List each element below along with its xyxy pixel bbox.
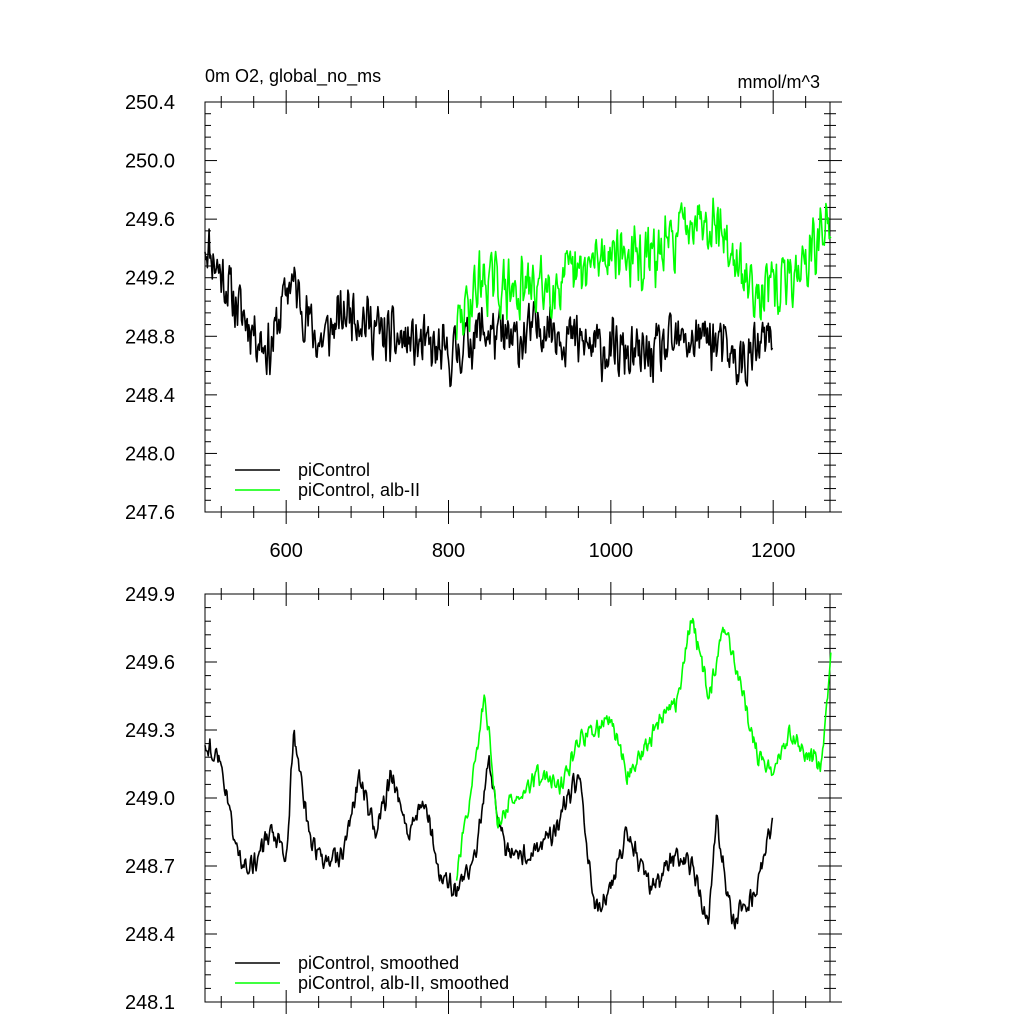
- legend-label: piControl, alb-II: [298, 480, 420, 500]
- legend-label: piControl, alb-II, smoothed: [298, 973, 509, 993]
- y-tick-label: 247.6: [125, 502, 175, 524]
- y-tick-label: 248.4: [125, 385, 175, 407]
- series-line: [204, 729, 774, 930]
- x-axis: [220, 582, 807, 1014]
- series-group: [204, 197, 832, 388]
- series-line: [455, 617, 832, 881]
- y-tick-label: 249.0: [125, 788, 175, 810]
- legend-label: piControl: [298, 460, 370, 480]
- y-tick-label: 248.0: [125, 443, 175, 465]
- y-tick-label: 250.0: [125, 151, 175, 173]
- y-tick-label: 249.6: [125, 652, 175, 674]
- y-axis: 247.6 248.0 248.4 248.8 249.2 249.6 250.0 250.4: [125, 92, 842, 524]
- plot-frame: [204, 101, 831, 513]
- x-axis: 600 800 1000 1200: [220, 90, 807, 562]
- x-tick-label: 1200: [751, 540, 796, 562]
- y-tick-label: 250.4: [125, 92, 175, 114]
- y-tick-label: 248.7: [125, 856, 175, 878]
- y-tick-label: 249.3: [125, 720, 175, 742]
- x-tick-label: 600: [269, 540, 302, 562]
- series-line: [455, 197, 832, 341]
- chart-bottom: 248.1 248.4 248.7 249.0 249.3 249.6 249.9 piCo…: [125, 582, 842, 1014]
- y-tick-label: 248.1: [125, 992, 175, 1014]
- y-tick-label: 249.6: [125, 209, 175, 231]
- y-tick-label: 249.2: [125, 268, 175, 290]
- series-group: [204, 617, 832, 930]
- series-line: [204, 228, 774, 388]
- chart-top: 0m O2, global_no_ms mmol/m^3 600 800 1000 1…: [125, 66, 842, 562]
- chart-title: 0m O2, global_no_ms: [205, 66, 381, 87]
- x-tick-label: 1000: [589, 540, 634, 562]
- x-tick-label: 800: [432, 540, 465, 562]
- chart-units: mmol/m^3: [738, 72, 820, 92]
- legend-label: piControl, smoothed: [298, 953, 459, 973]
- y-axis: 248.1 248.4 248.7 249.0 249.3 249.6 249.9: [125, 584, 842, 1014]
- y-tick-label: 249.9: [125, 584, 175, 606]
- y-tick-label: 248.4: [125, 924, 175, 946]
- y-tick-label: 248.8: [125, 326, 175, 348]
